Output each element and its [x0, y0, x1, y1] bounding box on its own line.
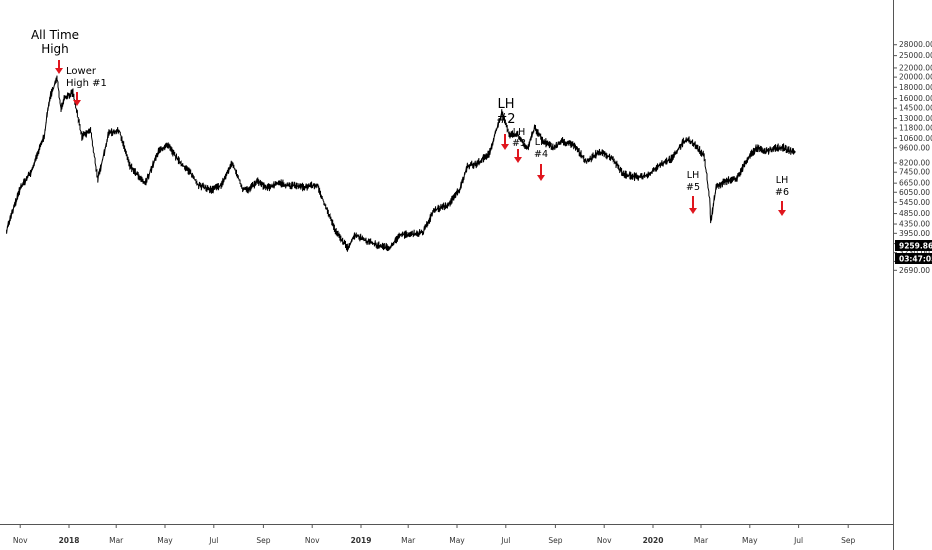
- x-tick-label: 2020: [643, 536, 664, 545]
- lh6-line-2: #6: [775, 187, 789, 198]
- y-tick-label: 6650.00: [899, 179, 930, 188]
- annotation-lower-high-1: Lower High #1: [66, 66, 107, 89]
- x-tick-label: 2018: [59, 536, 80, 545]
- annotation-lh-2: LH #2: [496, 97, 515, 127]
- lh6-line-1: LH: [776, 175, 788, 186]
- y-tick-label: 4850.00: [899, 209, 930, 218]
- y-tick-label: 11800.00: [899, 123, 932, 132]
- y-tick-label: 18000.00: [899, 83, 932, 92]
- lh4-line-2: #4: [534, 149, 548, 160]
- x-tick-label: Mar: [694, 536, 709, 545]
- annotation-lh-3: LH #3: [512, 127, 526, 149]
- x-tick-label: Sep: [841, 536, 855, 545]
- y-tick-label: 5450.00: [899, 198, 930, 207]
- x-tick-label: Jul: [500, 536, 510, 545]
- x-tick-label: May: [449, 536, 465, 545]
- x-tick-label: Nov: [597, 536, 612, 545]
- lh4-line-1: LH: [535, 137, 547, 148]
- y-tick-label: 16000.00: [899, 94, 932, 103]
- x-tick-label: Nov: [305, 536, 320, 545]
- annotation-lh-4: LH #4: [534, 137, 548, 160]
- x-tick-label: 2019: [351, 536, 372, 545]
- x-tick-label: May: [157, 536, 173, 545]
- y-tick-label: 8200.00: [899, 158, 930, 167]
- y-tick-label: 25000.00: [899, 51, 932, 60]
- annotation-all-time-high: All Time High: [31, 28, 79, 56]
- lh1-line-1: Lower: [66, 66, 97, 77]
- arrow-lh4: [537, 164, 545, 181]
- annotation-lh-5: LH #5: [686, 170, 700, 193]
- y-tick-label: 22000.00: [899, 63, 932, 72]
- y-tick-label: 3950.00: [899, 229, 930, 238]
- arrow-lh1: [73, 92, 81, 106]
- red-arrows: [55, 60, 786, 216]
- arrow-lh2: [501, 134, 509, 150]
- y-tick-label: 13000.00: [899, 114, 932, 123]
- x-tick-label: May: [742, 536, 758, 545]
- y-tick-label: 14500.00: [899, 104, 932, 113]
- lh1-line-2: High #1: [66, 78, 107, 89]
- lh3-line-2: #3: [512, 138, 526, 149]
- bar-countdown-value: 03:47:05: [899, 255, 932, 264]
- lh3-line-1: LH: [513, 127, 525, 138]
- x-tick-label: Mar: [401, 536, 416, 545]
- y-tick-label: 2690.00: [899, 266, 930, 275]
- y-tick-label: 9600.00: [899, 143, 930, 152]
- x-tick-label: Jul: [793, 536, 803, 545]
- x-tick-label: Jul: [208, 536, 218, 545]
- annotation-lh-6: LH #6: [775, 175, 789, 198]
- x-tick-label: Sep: [548, 536, 562, 545]
- arrow-lh6: [778, 201, 786, 216]
- arrow-lh5: [689, 196, 697, 214]
- lh2-line-1: LH: [497, 97, 514, 112]
- last-price-tag: 9259.86: [895, 240, 932, 251]
- y-tick-label: 4350.00: [899, 220, 930, 229]
- ath-line-1: All Time: [31, 28, 79, 42]
- arrow-lh3: [514, 149, 522, 163]
- y-tick-label: 7450.00: [899, 168, 930, 177]
- x-tick-label: Nov: [13, 536, 28, 545]
- price-series-line: [6, 75, 796, 252]
- y-tick-label: 28000.00: [899, 40, 932, 49]
- x-tick-label: Mar: [109, 536, 124, 545]
- lh2-line-2: #2: [496, 112, 515, 127]
- arrow-ath: [55, 60, 63, 74]
- y-tick-label: 3230.00: [899, 248, 930, 257]
- bar-countdown-tag: 03:47:05: [895, 253, 932, 264]
- y-tick-label: 20000.00: [899, 73, 932, 82]
- x-axis-ticks: Nov 2018 Mar May Jul Sep Nov 2019 Mar May Jul Sep No…: [13, 524, 856, 545]
- x-tick-label: Sep: [256, 536, 270, 545]
- y-axis-ticks: 28000.00 25000.00 22000.0020000.0018000.00…: [893, 40, 932, 275]
- lh5-line-2: #5: [686, 182, 700, 193]
- y-tick-label: 10600.00: [899, 134, 932, 143]
- ath-line-2: High: [41, 42, 69, 56]
- last-price-value: 9259.86: [899, 242, 932, 251]
- y-tick-label: 6050.00: [899, 188, 930, 197]
- lh5-line-1: LH: [687, 170, 699, 181]
